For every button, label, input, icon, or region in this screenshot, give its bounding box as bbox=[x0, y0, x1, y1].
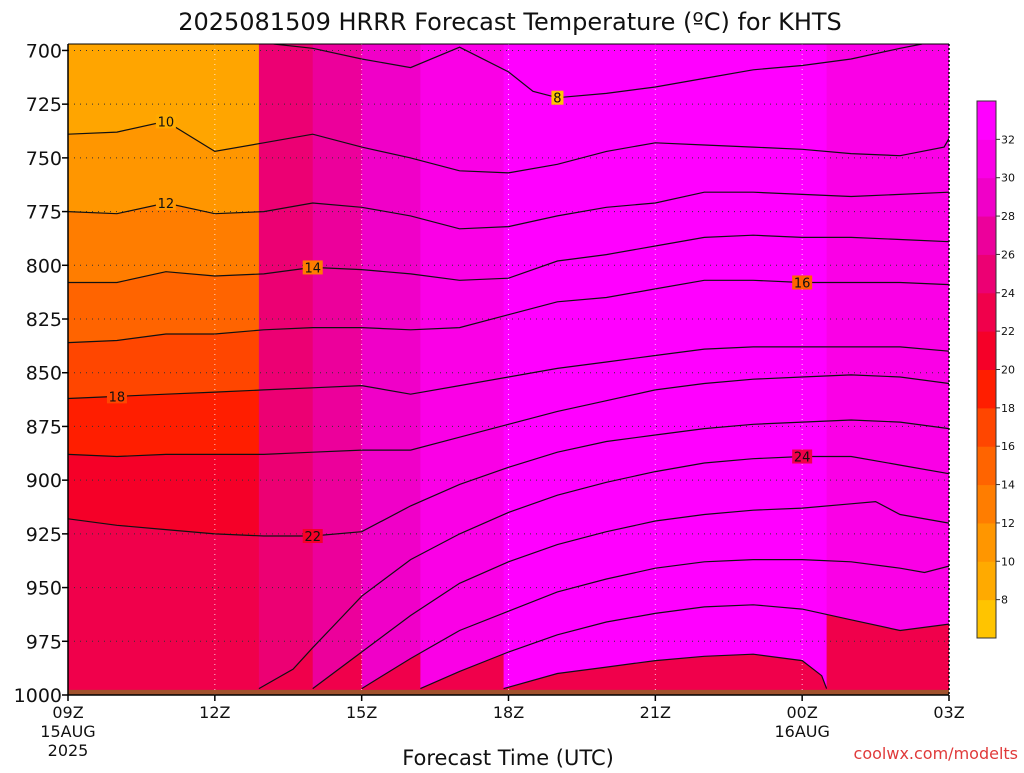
x-tick-year-09Z: 2025 bbox=[48, 741, 89, 760]
contour-label-bg-10 bbox=[155, 114, 176, 129]
colorbar: 8 10 12 14 16 18 20 22 24 26 28 30 32 bbox=[976, 100, 1015, 639]
credit-text: coolwx.com/modelts bbox=[854, 744, 1018, 763]
contour-label-18: 18 bbox=[109, 390, 126, 405]
colorbar-segment-7 bbox=[977, 331, 996, 370]
colorbar-segment-13 bbox=[977, 101, 996, 140]
colorbar-segment-8 bbox=[977, 292, 996, 332]
contour-line-8 bbox=[273, 44, 923, 99]
x-tick-label-12Z: 12Z bbox=[199, 703, 230, 722]
contour-line-22 bbox=[68, 419, 949, 537]
x-tick-label-03Z: 03Z bbox=[933, 703, 964, 722]
y-tick-label-875: 875 bbox=[26, 416, 62, 438]
y-tick-label-800: 800 bbox=[26, 255, 62, 277]
y-tick-label-975: 975 bbox=[26, 631, 62, 653]
y-tick-label-775: 775 bbox=[26, 202, 62, 224]
x-tick-label-18Z: 18Z bbox=[493, 703, 524, 722]
contour-fill-layer bbox=[68, 44, 949, 695]
colorbar-label-28: 28 bbox=[1001, 210, 1015, 223]
x-tick-date-00Z: 16AUG bbox=[774, 722, 829, 741]
contour-label-bg-18 bbox=[106, 389, 127, 404]
y-tick-label-850: 850 bbox=[26, 363, 62, 385]
contour-label-bg-24 bbox=[792, 449, 813, 464]
contour-label-bg-14 bbox=[302, 260, 323, 275]
colorbar-label-16: 16 bbox=[1001, 440, 1015, 453]
contour-label-22: 22 bbox=[304, 530, 321, 545]
colorbar-segment-2 bbox=[977, 522, 996, 562]
colorbar-segment-12 bbox=[977, 139, 996, 179]
colorbar-segment-5 bbox=[977, 407, 996, 447]
contour-line-24 bbox=[258, 455, 949, 690]
colorbar-label-22: 22 bbox=[1001, 325, 1015, 338]
contour-label-bg-8 bbox=[551, 90, 564, 105]
colorbar-label-8: 8 bbox=[1001, 594, 1008, 607]
contour-line-20 bbox=[68, 374, 949, 458]
colorbar-label-14: 14 bbox=[1001, 479, 1015, 492]
x-axis-label: Forecast Time (UTC) bbox=[402, 746, 614, 768]
x-tick-label-15Z: 15Z bbox=[346, 703, 377, 722]
x-tick-label-09Z: 09Z bbox=[52, 703, 83, 722]
colorbar-segment-9 bbox=[977, 254, 996, 294]
y-tick-label-725: 725 bbox=[26, 94, 62, 116]
contour-label-24: 24 bbox=[794, 451, 811, 466]
x-tick-date-09Z: 15AUG bbox=[40, 722, 95, 741]
colorbar-label-10: 10 bbox=[1001, 555, 1015, 568]
contour-line-28 bbox=[361, 559, 949, 690]
x-tick-label-21Z: 21Z bbox=[640, 703, 671, 722]
contour-line-18 bbox=[68, 346, 949, 400]
ground-strip bbox=[68, 689, 949, 695]
contour-line-30 bbox=[420, 604, 949, 690]
colorbar-segment-4 bbox=[977, 446, 996, 486]
y-tick-label-925: 925 bbox=[26, 524, 62, 546]
colorbar-segment-0 bbox=[977, 599, 996, 639]
colorbar-segment-11 bbox=[977, 177, 996, 217]
colorbar-segment-10 bbox=[977, 216, 996, 255]
colorbar-label-12: 12 bbox=[1001, 517, 1015, 530]
y-axis: 700 725 750 775 800 825 850 875 900 925 950 975 1000 bbox=[14, 40, 68, 707]
y-tick-label-1000: 1000 bbox=[14, 685, 62, 707]
contour-line-32 bbox=[503, 653, 828, 690]
contour-label-10: 10 bbox=[158, 115, 175, 130]
colorbar-label-26: 26 bbox=[1001, 248, 1015, 261]
y-tick-label-750: 750 bbox=[26, 148, 62, 170]
colorbar-label-32: 32 bbox=[1001, 133, 1015, 146]
colorbar-segment-1 bbox=[977, 561, 996, 601]
band-above-32 bbox=[503, 44, 827, 689]
contour-label-bg-12 bbox=[155, 195, 176, 210]
contour-label-bg-22 bbox=[302, 529, 323, 544]
contour-label-bg-16 bbox=[792, 275, 813, 290]
y-tick-label-700: 700 bbox=[26, 40, 62, 62]
contour-label-8: 8 bbox=[553, 92, 561, 107]
colorbar-label-18: 18 bbox=[1001, 402, 1015, 415]
chart-title: 2025081509 HRRR Forecast Temperature (ºC… bbox=[178, 8, 842, 36]
contour-labels: 8 10 12 14 16 18 22 24 bbox=[106, 90, 813, 545]
colorbar-segment-6 bbox=[977, 369, 996, 409]
contour-label-14: 14 bbox=[304, 261, 321, 276]
ground-layer bbox=[68, 689, 949, 695]
y-tick-label-900: 900 bbox=[26, 470, 62, 492]
contour-line-14 bbox=[68, 234, 949, 284]
y-tick-label-950: 950 bbox=[26, 578, 62, 600]
colorbar-segment-3 bbox=[977, 484, 996, 524]
colorbar-label-30: 30 bbox=[1001, 172, 1015, 185]
contour-label-16: 16 bbox=[794, 276, 811, 291]
grid-lines bbox=[68, 44, 949, 695]
y-tick-label-825: 825 bbox=[26, 309, 62, 331]
contour-line-12 bbox=[68, 191, 949, 230]
colorbar-label-20: 20 bbox=[1001, 364, 1015, 377]
contour-label-12: 12 bbox=[158, 197, 175, 212]
colorbar-label-24: 24 bbox=[1001, 287, 1015, 300]
contour-line-10 bbox=[68, 120, 949, 174]
contour-line-26 bbox=[312, 500, 949, 690]
x-tick-label-00Z: 00Z bbox=[787, 703, 818, 722]
